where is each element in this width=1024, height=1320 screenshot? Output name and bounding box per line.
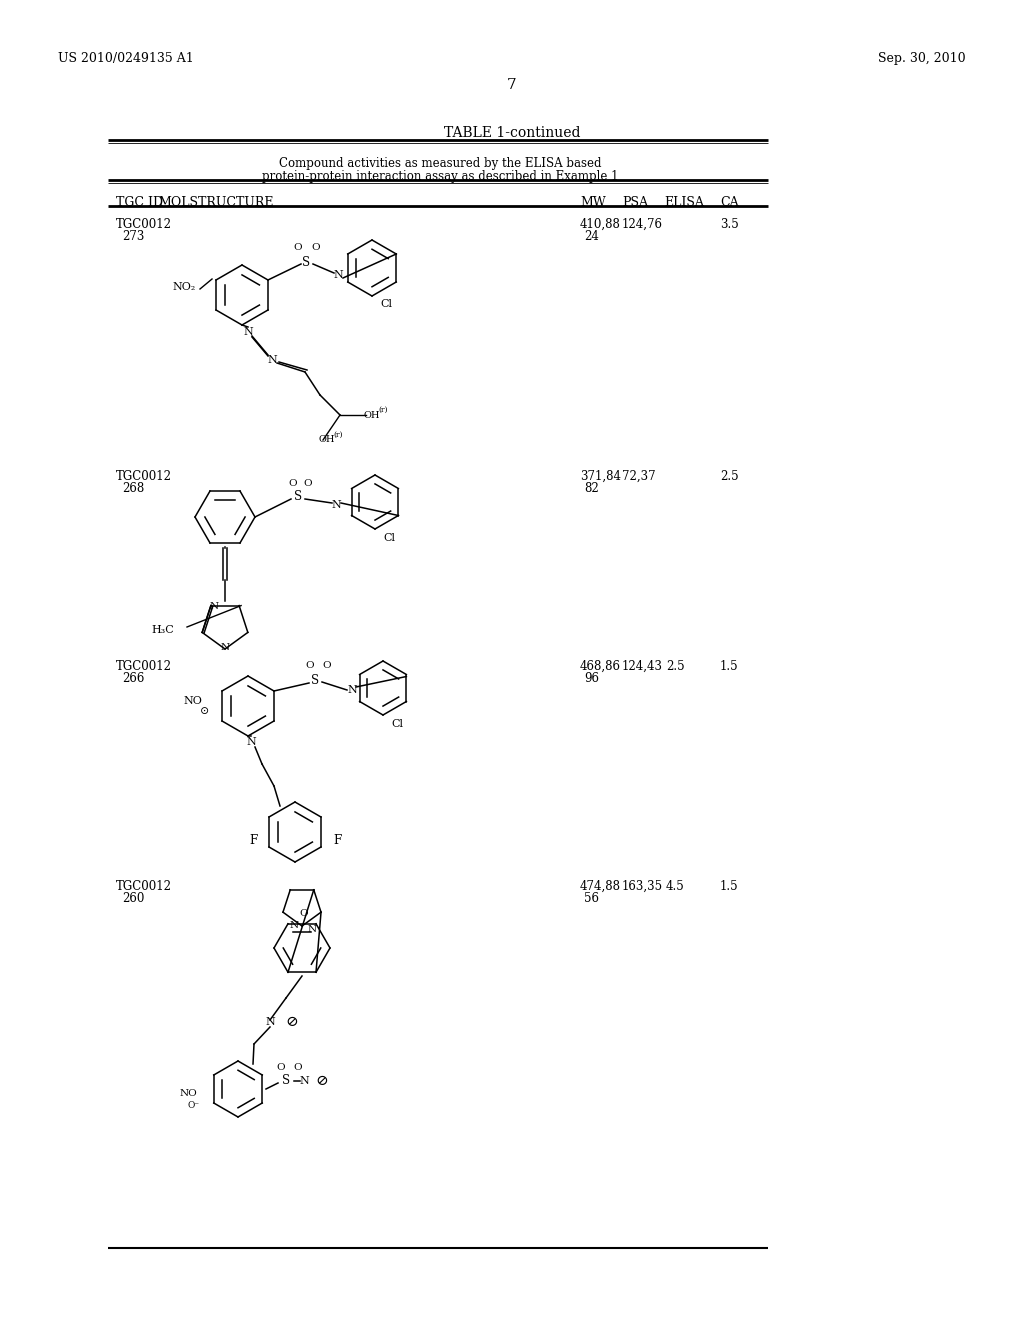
Text: O: O (311, 243, 321, 252)
Text: (r): (r) (378, 407, 388, 414)
Text: N: N (220, 644, 229, 652)
Text: 163,35: 163,35 (622, 880, 664, 894)
Text: 4.5: 4.5 (666, 880, 685, 894)
Text: O: O (300, 909, 308, 919)
Text: N: N (265, 1016, 274, 1027)
Text: 72,37: 72,37 (622, 470, 655, 483)
Text: TGC0012: TGC0012 (116, 218, 172, 231)
Text: NO₂: NO₂ (172, 282, 196, 292)
Text: 1.5: 1.5 (720, 660, 738, 673)
Text: 124,43: 124,43 (622, 660, 663, 673)
Text: TGC0012: TGC0012 (116, 470, 172, 483)
Text: N: N (246, 737, 256, 747)
Text: N: N (290, 921, 299, 931)
Text: ⊘: ⊘ (286, 1015, 298, 1030)
Text: O: O (294, 243, 302, 252)
Text: 82: 82 (584, 482, 599, 495)
Text: S: S (302, 256, 310, 268)
Text: NO: NO (179, 1089, 197, 1097)
Text: 24: 24 (584, 230, 599, 243)
Text: ⊘: ⊘ (315, 1074, 329, 1088)
Text: ⊙: ⊙ (201, 706, 210, 715)
Text: N: N (333, 271, 343, 280)
Text: F: F (249, 833, 257, 846)
Text: (r): (r) (333, 432, 343, 440)
Text: ELISA: ELISA (664, 195, 703, 209)
Text: O: O (276, 1063, 286, 1072)
Text: TGC0012: TGC0012 (116, 660, 172, 673)
Text: US 2010/0249135 A1: US 2010/0249135 A1 (58, 51, 194, 65)
Text: 56: 56 (584, 892, 599, 906)
Text: TGC ID: TGC ID (116, 195, 163, 209)
Text: S: S (294, 491, 302, 503)
Text: S: S (311, 673, 319, 686)
Text: O: O (289, 479, 297, 487)
Text: NO: NO (183, 696, 203, 706)
Text: PSA: PSA (622, 195, 648, 209)
Text: N: N (267, 355, 276, 366)
Text: Sep. 30, 2010: Sep. 30, 2010 (879, 51, 966, 65)
Text: Compound activities as measured by the ELISA based: Compound activities as measured by the E… (279, 157, 601, 170)
Text: Cl: Cl (380, 300, 392, 309)
Text: O: O (306, 661, 314, 671)
Text: 474,88: 474,88 (580, 880, 621, 894)
Text: S: S (282, 1074, 290, 1088)
Text: OH: OH (318, 436, 335, 445)
Text: N: N (243, 327, 253, 337)
Text: 124,76: 124,76 (622, 218, 663, 231)
Text: protein-protein interaction assay as described in Example 1: protein-protein interaction assay as des… (262, 170, 618, 183)
Text: MW: MW (580, 195, 606, 209)
Text: TABLE 1-continued: TABLE 1-continued (443, 125, 581, 140)
Text: OH: OH (364, 411, 380, 420)
Text: O: O (323, 661, 332, 671)
Text: 410,88: 410,88 (580, 218, 621, 231)
Text: 266: 266 (122, 672, 144, 685)
Text: Cl: Cl (383, 533, 395, 543)
Text: 260: 260 (122, 892, 144, 906)
Text: N: N (307, 924, 316, 933)
Text: N: N (347, 685, 357, 696)
Text: CA: CA (720, 195, 738, 209)
Text: 2.5: 2.5 (666, 660, 685, 673)
Text: F: F (333, 833, 341, 846)
Text: 96: 96 (584, 672, 599, 685)
Text: N: N (331, 500, 341, 510)
Text: O⁻: O⁻ (188, 1101, 200, 1110)
Text: TGC0012: TGC0012 (116, 880, 172, 894)
Text: 2.5: 2.5 (720, 470, 738, 483)
Text: 268: 268 (122, 482, 144, 495)
Text: N: N (299, 1076, 309, 1086)
Text: 3.5: 3.5 (720, 218, 738, 231)
Text: 468,86: 468,86 (580, 660, 621, 673)
Text: H₃C: H₃C (152, 624, 174, 635)
Text: 273: 273 (122, 230, 144, 243)
Text: 7: 7 (507, 78, 517, 92)
Text: O: O (294, 1063, 302, 1072)
Text: N: N (209, 602, 218, 611)
Text: Cl: Cl (391, 719, 403, 729)
Text: O: O (304, 479, 312, 487)
Text: 371,84: 371,84 (580, 470, 621, 483)
Text: MOLSTRUCTURE: MOLSTRUCTURE (158, 195, 273, 209)
Text: 1.5: 1.5 (720, 880, 738, 894)
